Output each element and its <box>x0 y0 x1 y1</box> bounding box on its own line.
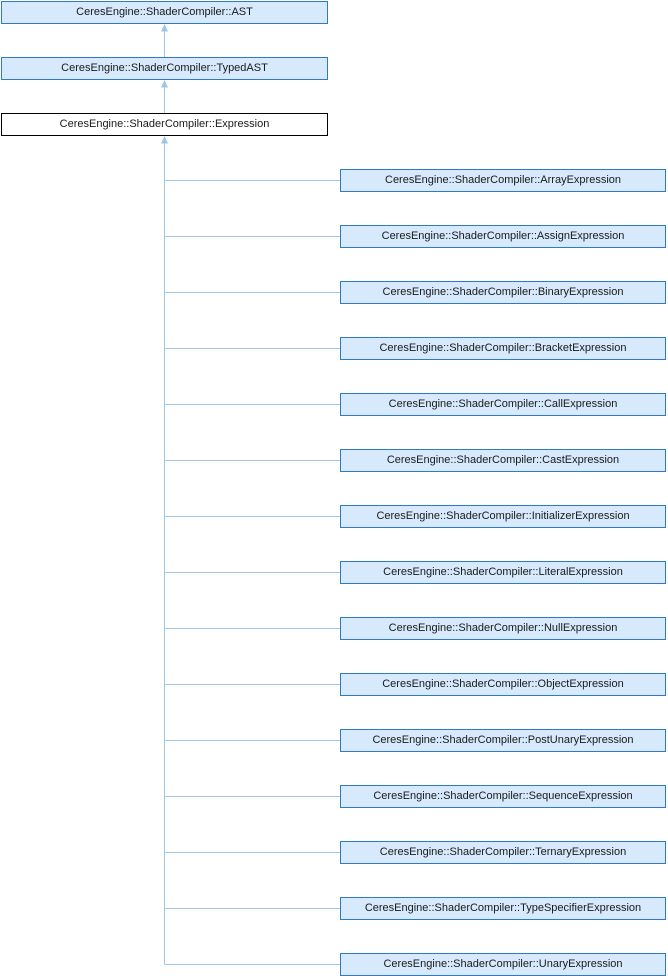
class-node-literalexpression[interactable]: CeresEngine::ShaderCompiler::LiteralExpr… <box>340 561 666 584</box>
class-node-castexpression[interactable]: CeresEngine::ShaderCompiler::CastExpress… <box>340 449 666 472</box>
class-node-postunaryexpression[interactable]: CeresEngine::ShaderCompiler::PostUnaryEx… <box>340 729 666 752</box>
class-node-bracketexpression[interactable]: CeresEngine::ShaderCompiler::BracketExpr… <box>340 337 666 360</box>
class-node-objectexpression[interactable]: CeresEngine::ShaderCompiler::ObjectExpre… <box>340 673 666 696</box>
class-node-ternaryexpression[interactable]: CeresEngine::ShaderCompiler::TernaryExpr… <box>340 841 666 864</box>
class-node-nullexpression[interactable]: CeresEngine::ShaderCompiler::NullExpress… <box>340 617 666 640</box>
class-node-sequenceexpression[interactable]: CeresEngine::ShaderCompiler::SequenceExp… <box>340 785 666 808</box>
class-node-typedast[interactable]: CeresEngine::ShaderCompiler::TypedAST <box>1 57 328 80</box>
class-node-arrayexpression[interactable]: CeresEngine::ShaderCompiler::ArrayExpres… <box>340 169 666 192</box>
class-node-binaryexpression[interactable]: CeresEngine::ShaderCompiler::BinaryExpre… <box>340 281 666 304</box>
class-node-callexpression[interactable]: CeresEngine::ShaderCompiler::CallExpress… <box>340 393 666 416</box>
class-node-typespecifierexpression[interactable]: CeresEngine::ShaderCompiler::TypeSpecifi… <box>340 897 666 920</box>
class-node-unaryexpression[interactable]: CeresEngine::ShaderCompiler::UnaryExpres… <box>340 953 666 976</box>
class-node-initializerexpression[interactable]: CeresEngine::ShaderCompiler::Initializer… <box>340 505 666 528</box>
class-node-expression: CeresEngine::ShaderCompiler::Expression <box>1 113 328 136</box>
class-node-ast[interactable]: CeresEngine::ShaderCompiler::AST <box>1 1 328 24</box>
class-node-assignexpression[interactable]: CeresEngine::ShaderCompiler::AssignExpre… <box>340 225 666 248</box>
